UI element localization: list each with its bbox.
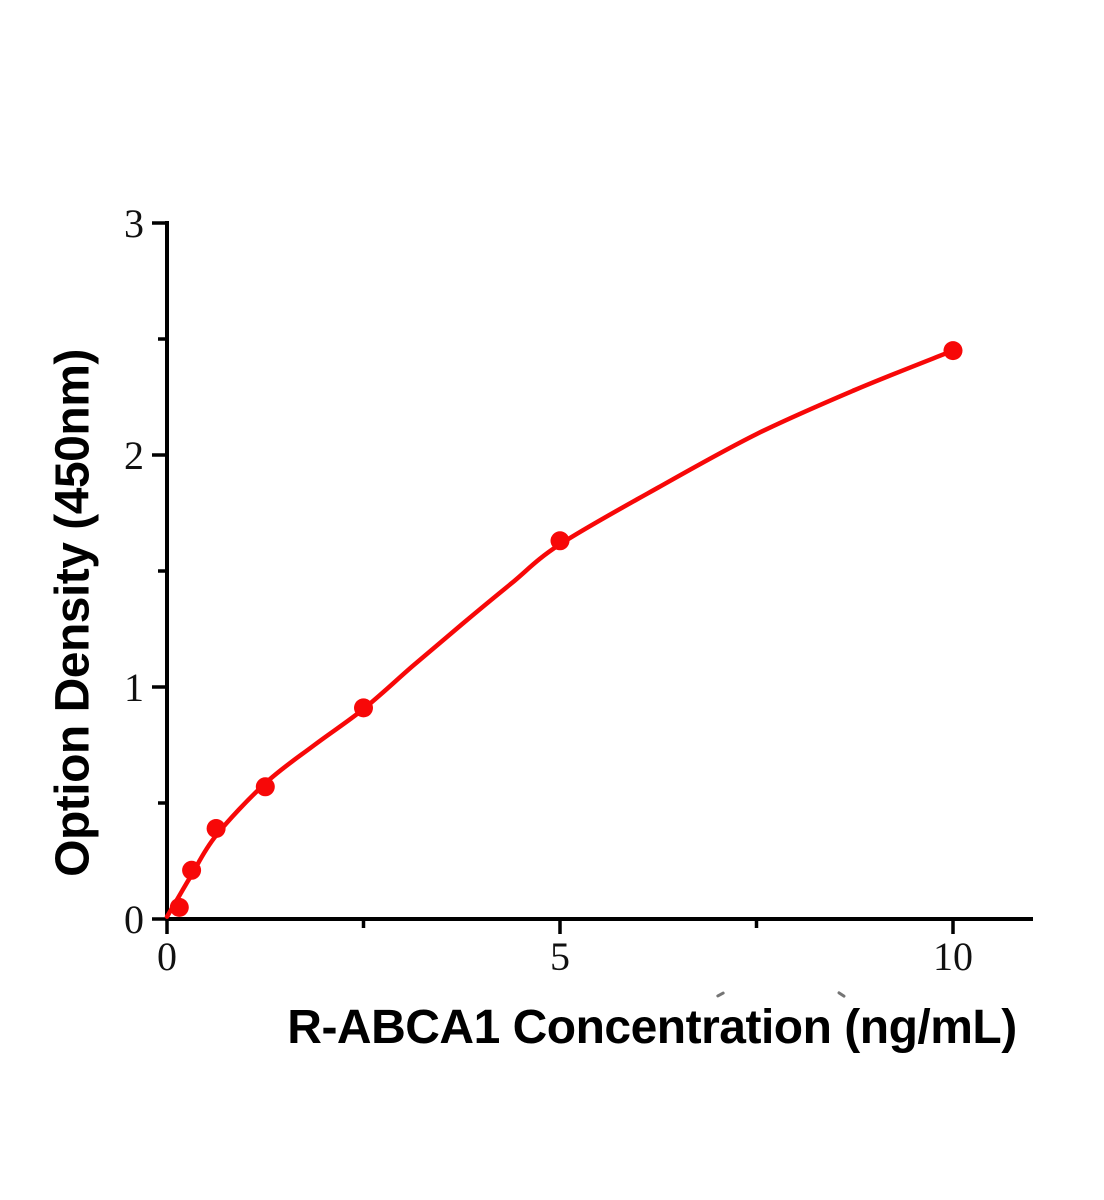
- data-point: [255, 777, 275, 797]
- x-axis-title: R-ABCA1 Concentration (ng/mL): [287, 1001, 1017, 1054]
- y-axis-title: Option Density (450nm): [46, 349, 100, 877]
- y-tick-label: 2: [124, 433, 144, 478]
- x-tick-label: 5: [550, 934, 570, 979]
- fit-curve-layer: [164, 348, 956, 919]
- data-point: [943, 341, 963, 361]
- data-points-layer: [169, 341, 963, 917]
- tick-label-layer: 0 5 10 0 1 2 3: [124, 201, 973, 979]
- y-tick-label: 0: [124, 897, 144, 942]
- data-point: [550, 531, 570, 551]
- data-point: [206, 819, 226, 838]
- data-point: [169, 897, 189, 917]
- fit-curve: [164, 348, 956, 919]
- data-point: [354, 698, 373, 718]
- x-tick-label: 0: [157, 934, 177, 979]
- y-tick-label: 3: [124, 201, 144, 246]
- x-tick-label: 10: [933, 934, 973, 979]
- y-tick-label: 1: [124, 665, 144, 710]
- axes-layer: [152, 221, 1033, 934]
- data-point: [182, 860, 202, 880]
